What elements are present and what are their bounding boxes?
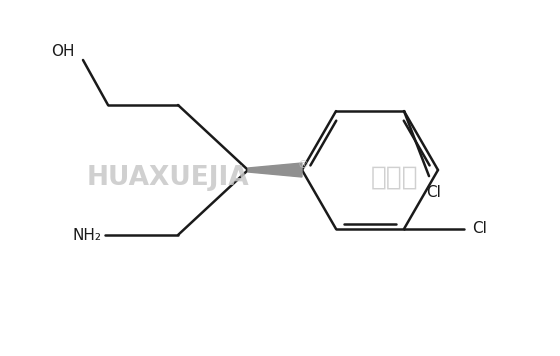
Text: Cl: Cl — [473, 221, 487, 236]
Text: OH: OH — [52, 44, 74, 59]
Text: Cl: Cl — [427, 185, 441, 200]
Text: 化学加: 化学加 — [371, 165, 419, 191]
Text: ®: ® — [297, 160, 309, 170]
Polygon shape — [248, 163, 302, 177]
Text: NH₂: NH₂ — [72, 227, 101, 242]
Text: HUAXUEJIA: HUAXUEJIA — [87, 165, 249, 191]
